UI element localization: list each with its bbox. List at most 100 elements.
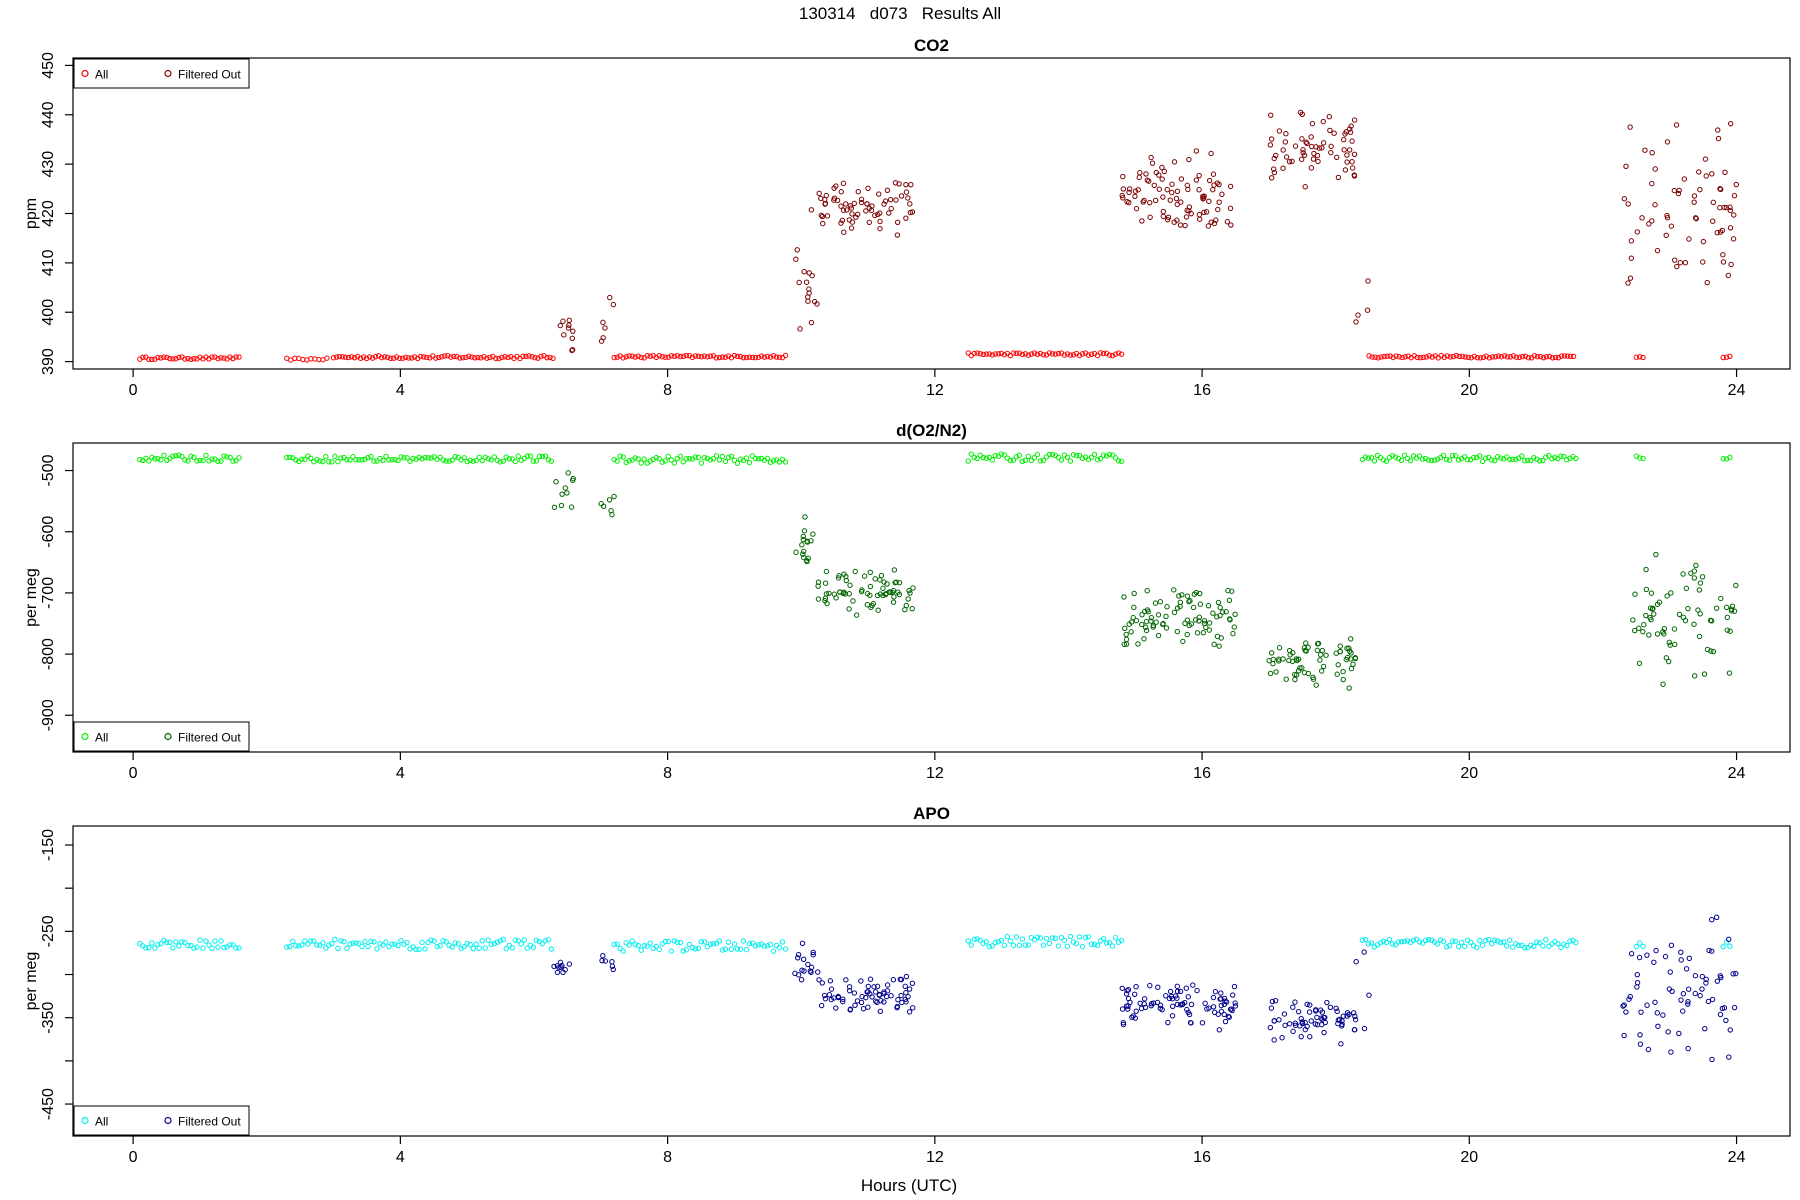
point-filtered-out <box>1132 1015 1138 1021</box>
point-filtered-out <box>864 602 871 608</box>
point-filtered-out <box>1137 1000 1143 1006</box>
point-filtered-out <box>819 213 826 220</box>
point-filtered-out <box>1652 202 1658 208</box>
point-all <box>614 941 620 947</box>
point-filtered-out <box>1226 597 1233 603</box>
point-filtered-out <box>1196 212 1203 218</box>
y-axis-label: per meg <box>23 952 40 1011</box>
point-all <box>764 455 771 462</box>
point-filtered-out <box>1320 118 1326 125</box>
point-filtered-out <box>876 991 882 998</box>
point-filtered-out <box>1702 1025 1708 1032</box>
point-filtered-out <box>1644 952 1650 958</box>
point-all <box>320 940 326 946</box>
point-all <box>149 454 155 461</box>
point-filtered-out <box>1685 998 1691 1005</box>
point-all <box>1079 944 1086 950</box>
point-all <box>1359 456 1366 463</box>
point-all <box>635 456 641 462</box>
point-filtered-out <box>890 599 897 605</box>
point-filtered-out <box>1322 1019 1328 1026</box>
point-all <box>137 456 143 463</box>
point-filtered-out <box>1152 197 1159 204</box>
point-filtered-out <box>1341 136 1347 143</box>
point-all <box>374 946 380 952</box>
point-all <box>520 353 526 360</box>
point-all <box>626 942 632 948</box>
point-all <box>1434 941 1441 947</box>
point-filtered-out <box>910 585 916 591</box>
point-all <box>512 937 518 943</box>
point-all <box>164 939 170 946</box>
point-filtered-out <box>888 993 894 999</box>
point-all <box>533 458 540 464</box>
point-all <box>1549 941 1555 947</box>
point-all <box>770 458 777 464</box>
point-all <box>287 454 293 461</box>
point-all <box>674 352 680 359</box>
point-filtered-out <box>1727 204 1733 210</box>
point-all <box>176 452 182 458</box>
point-filtered-out <box>800 533 807 540</box>
point-all <box>344 945 350 952</box>
point-filtered-out <box>1680 571 1686 577</box>
point-all <box>487 354 493 361</box>
point-filtered-out <box>1217 612 1223 619</box>
point-all <box>1378 354 1384 360</box>
point-all <box>671 938 677 944</box>
legend: All Filtered Out <box>73 58 250 89</box>
point-filtered-out <box>1219 191 1225 197</box>
point-filtered-out <box>864 590 871 597</box>
point-filtered-out <box>1214 614 1220 620</box>
point-filtered-out <box>1709 996 1716 1003</box>
point-filtered-out <box>1313 1008 1319 1014</box>
point-all <box>1468 355 1475 361</box>
point-all <box>743 455 750 461</box>
point-filtered-out <box>833 595 839 601</box>
point-all <box>473 941 479 947</box>
point-filtered-out <box>1654 247 1661 254</box>
point-all <box>1513 354 1520 360</box>
point-all <box>1368 455 1375 461</box>
point-all <box>689 944 696 951</box>
point-filtered-out <box>1280 147 1286 153</box>
point-all <box>1440 938 1447 945</box>
point-all <box>1398 457 1405 464</box>
point-all <box>194 944 200 950</box>
point-filtered-out <box>1211 182 1217 188</box>
point-filtered-out <box>1176 593 1182 599</box>
point-filtered-out <box>810 531 816 537</box>
point-filtered-out <box>828 986 835 992</box>
point-filtered-out <box>1303 139 1309 145</box>
point-all <box>1561 353 1568 359</box>
point-all <box>1414 354 1420 361</box>
point-filtered-out <box>908 181 914 188</box>
point-all <box>1007 938 1014 944</box>
point-filtered-out <box>1286 657 1292 664</box>
point-filtered-out <box>1703 976 1709 983</box>
point-filtered-out <box>906 587 912 594</box>
point-filtered-out <box>1346 685 1352 691</box>
point-filtered-out <box>826 590 832 597</box>
point-filtered-out <box>600 503 607 509</box>
point-all <box>398 937 404 944</box>
point-all <box>1525 355 1532 361</box>
point-filtered-out <box>1201 209 1207 215</box>
point-all <box>1482 937 1489 944</box>
point-filtered-out <box>838 189 844 195</box>
point-filtered-out <box>1649 180 1655 187</box>
point-filtered-out <box>896 591 903 598</box>
point-all <box>378 354 385 361</box>
point-all <box>692 353 699 359</box>
point-all <box>176 943 182 949</box>
point-all <box>170 453 176 459</box>
point-all <box>329 941 335 947</box>
point-filtered-out <box>1208 219 1214 225</box>
x-tick-label: 8 <box>663 1149 672 1166</box>
point-filtered-out <box>1675 190 1682 197</box>
point-filtered-out <box>1637 1041 1644 1047</box>
point-filtered-out <box>1202 1000 1208 1007</box>
point-all <box>1449 452 1456 459</box>
point-filtered-out <box>1704 646 1711 653</box>
